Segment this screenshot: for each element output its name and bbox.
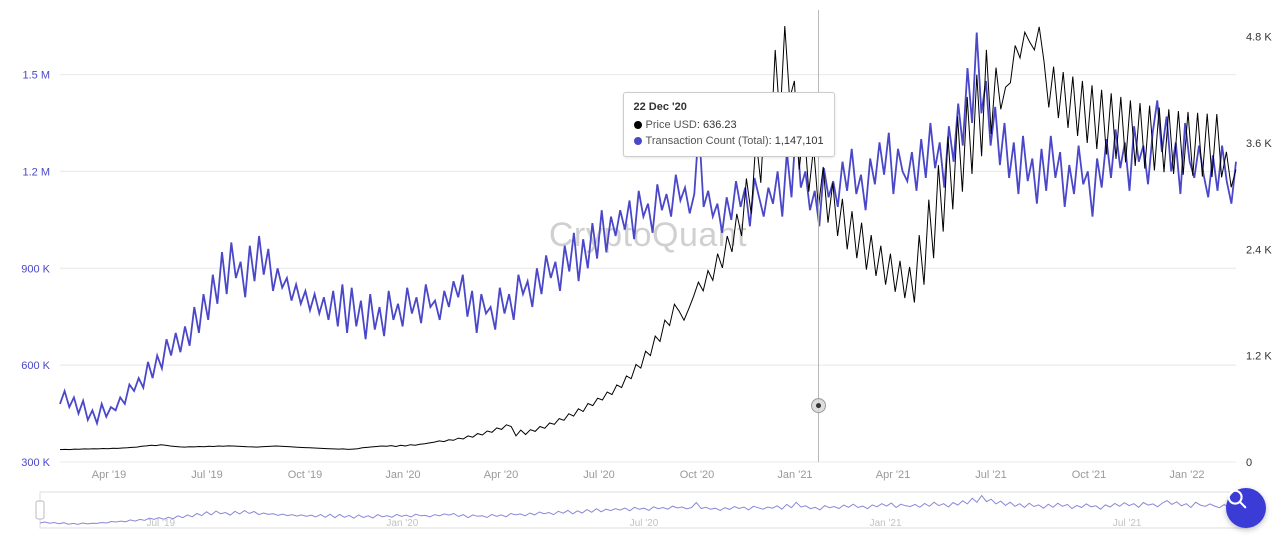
tooltip-row-txn: Transaction Count (Total): 1,147,101 <box>634 133 824 150</box>
overview-tick-label: Jul '19 <box>147 518 176 529</box>
x-tick-label: Oct '19 <box>288 469 323 481</box>
price-dot-icon <box>634 121 642 129</box>
y-left-tick-label: 1.5 M <box>22 70 50 82</box>
y-right-tick-label: 0 <box>1246 457 1252 469</box>
y-right-tick-label: 4.8 K <box>1246 32 1272 44</box>
hover-marker-dot <box>816 403 821 408</box>
overview-handle-left[interactable] <box>36 501 44 519</box>
overview-tick-label: Jul '20 <box>630 518 659 529</box>
txn-dot-icon <box>634 137 642 145</box>
overview-tick-label: Jul '21 <box>1113 518 1142 529</box>
y-left-tick-label: 900 K <box>21 263 50 275</box>
tooltip-row-price: Price USD: 636.23 <box>634 117 824 134</box>
chart-container: { "watermark": "CryptoQuant", "colors": … <box>0 0 1280 542</box>
x-tick-label: Jan '21 <box>777 469 812 481</box>
x-tick-label: Jan '22 <box>1169 469 1204 481</box>
x-tick-label: Jul '19 <box>191 469 222 481</box>
y-left-tick-label: 600 K <box>21 360 50 372</box>
x-tick-label: Oct '21 <box>1072 469 1107 481</box>
y-left-tick-label: 1.2 M <box>22 166 50 178</box>
overview-tick-label: Jan '21 <box>870 518 902 529</box>
x-tick-label: Jan '20 <box>385 469 420 481</box>
x-tick-label: Apr '19 <box>92 469 127 481</box>
x-tick-label: Jul '21 <box>975 469 1006 481</box>
y-right-tick-label: 2.4 K <box>1246 244 1272 256</box>
y-right-tick-label: 3.6 K <box>1246 138 1272 150</box>
overview-tick-label: Jan '20 <box>386 518 418 529</box>
hover-tooltip: 22 Dec '20 Price USD: 636.23 Transaction… <box>623 92 835 157</box>
x-tick-label: Apr '20 <box>484 469 519 481</box>
tooltip-date: 22 Dec '20 <box>634 99 824 116</box>
y-left-tick-label: 300 K <box>21 457 50 469</box>
x-tick-label: Jul '20 <box>583 469 614 481</box>
magnifier-icon <box>1226 488 1248 510</box>
watermark-text: CryptoQuant <box>549 216 747 254</box>
zoom-button[interactable] <box>1226 488 1266 528</box>
chart-svg: 300 K 600 K 900 K 1.2 M 1.5 M 0 1.2 K 2.4 K 3.6 … <box>0 0 1280 542</box>
y-right-tick-label: 1.2 K <box>1246 351 1272 363</box>
x-tick-label: Oct '20 <box>680 469 715 481</box>
x-tick-label: Apr '21 <box>876 469 911 481</box>
